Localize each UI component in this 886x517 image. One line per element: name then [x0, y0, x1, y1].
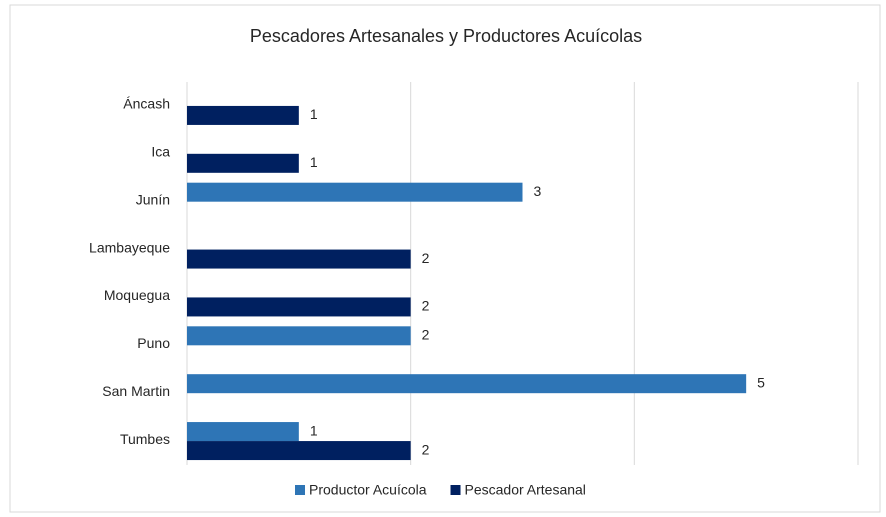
bar	[187, 182, 523, 202]
y-tick-label: Lambayeque	[89, 239, 170, 255]
legend-label: Pescador Artesanal	[465, 482, 586, 498]
data-label: 1	[310, 106, 318, 122]
legend-label: Productor Acuícola	[309, 482, 427, 498]
bar	[187, 105, 299, 125]
bar	[187, 297, 411, 317]
data-label: 1	[310, 154, 318, 170]
y-tick-label: Áncash	[123, 96, 170, 112]
bar	[187, 374, 747, 394]
legend-swatch	[450, 485, 461, 495]
y-tick-label: Junín	[136, 191, 170, 207]
y-tick-label: San Martin	[102, 383, 170, 399]
data-label: 3	[534, 183, 542, 199]
data-label: 1	[310, 422, 318, 438]
bar	[187, 326, 411, 346]
bar	[187, 249, 411, 269]
data-label: 2	[422, 441, 430, 457]
data-label: 2	[422, 327, 430, 343]
bar	[187, 441, 411, 461]
bar	[187, 153, 299, 173]
data-label: 2	[422, 298, 430, 314]
legend-swatch	[295, 485, 305, 495]
chart-title: Pescadores Artesanales y Productores Acu…	[250, 26, 642, 46]
y-tick-label: Moquegua	[104, 287, 170, 303]
data-label: 2	[422, 250, 430, 266]
chart-frame	[9, 4, 881, 513]
data-label: 5	[757, 374, 765, 390]
y-tick-label: Puno	[137, 335, 170, 351]
y-tick-label: Tumbes	[120, 431, 170, 447]
y-tick-label: Ica	[151, 144, 170, 160]
bar	[187, 422, 299, 442]
